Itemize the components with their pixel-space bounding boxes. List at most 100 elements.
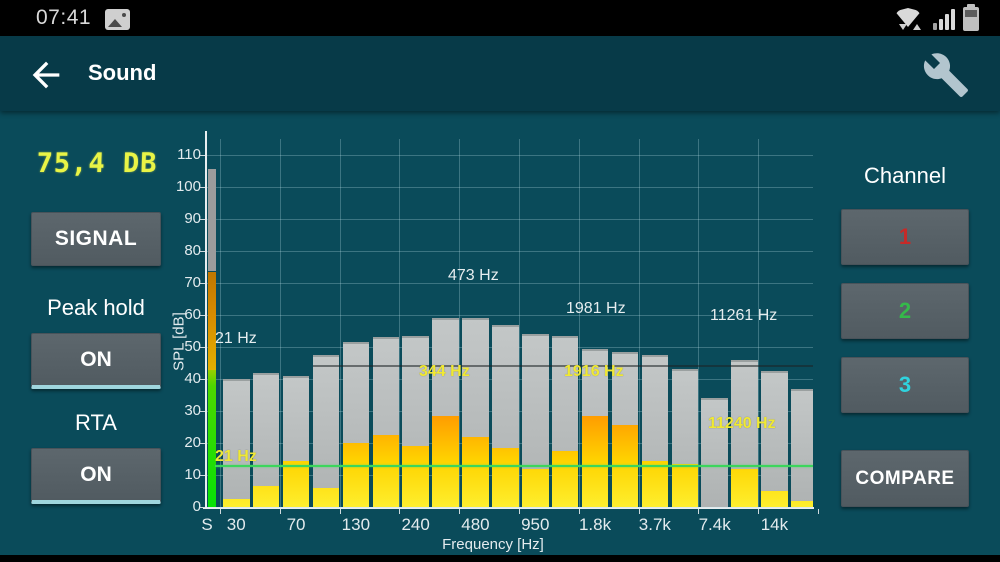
status-bar: 07:41 xyxy=(0,0,1000,36)
v-gridline xyxy=(698,139,700,508)
channel-1-number: 1 xyxy=(898,224,912,249)
current-freq-annotation: 21 Hz xyxy=(215,448,257,465)
y-tick-mark xyxy=(200,283,205,284)
spectrum-bar-peak xyxy=(252,373,280,507)
signal-button[interactable]: SIGNAL xyxy=(31,212,161,266)
y-tick-label: 80 xyxy=(184,242,201,259)
spectrum-bar-level xyxy=(731,469,758,507)
v-gridline xyxy=(279,139,281,508)
spectrum-bar-level xyxy=(462,437,489,507)
y-tick-label: 90 xyxy=(184,210,201,227)
spl-reading-display: 75,4 DB xyxy=(36,148,158,179)
spectrum-bar-level xyxy=(671,464,698,507)
y-tick-label: 100 xyxy=(175,178,201,195)
spectrum-bar-level xyxy=(641,461,669,507)
h-gridline xyxy=(207,507,813,508)
x-tick-label: 950 xyxy=(521,515,550,534)
spectrum-plot[interactable]: 21 Hz 473 Hz 1981 Hz 11261 Hz 21 Hz 344 Hz 191… xyxy=(207,131,813,508)
wifi-up-arrow-icon xyxy=(913,24,921,30)
compare-button[interactable]: COMPARE xyxy=(841,450,969,507)
y-tick-label: 20 xyxy=(184,434,201,451)
battery-icon xyxy=(963,4,979,31)
peak-hold-toggle[interactable]: ON xyxy=(31,333,161,389)
spectrum-bar-level xyxy=(432,416,459,507)
y-tick-label: 30 xyxy=(184,402,201,419)
channel-2-button[interactable]: 2 xyxy=(841,283,969,339)
h-gridline xyxy=(207,155,813,156)
back-arrow-icon[interactable] xyxy=(26,55,66,95)
spectrum-bar-peak xyxy=(312,355,340,507)
x-tick-mark xyxy=(279,509,281,514)
x-tick-mark xyxy=(519,509,520,514)
h-gridline xyxy=(207,283,813,284)
signal-meter-green xyxy=(208,369,216,508)
wifi-down-arrow-icon xyxy=(899,24,907,30)
h-gridline xyxy=(207,187,813,188)
y-tick-mark xyxy=(200,475,205,476)
y-tick-label: 10 xyxy=(184,466,201,483)
h-gridline xyxy=(207,251,813,252)
channel-label: Channel xyxy=(864,163,946,188)
wrench-icon[interactable] xyxy=(922,51,970,99)
x-tick-mark xyxy=(220,509,221,514)
y-tick-mark xyxy=(200,443,205,444)
y-tick-mark xyxy=(200,219,205,220)
app-bar: Sound xyxy=(0,36,1000,111)
channel-3-button[interactable]: 3 xyxy=(841,357,969,413)
v-gridline xyxy=(758,139,760,508)
y-tick-label: 50 xyxy=(184,338,201,355)
peak-freq-annotation: 1981 Hz xyxy=(566,300,626,317)
h-gridline xyxy=(207,315,813,316)
h-gridline xyxy=(207,219,813,220)
x-tick-mark xyxy=(638,509,640,514)
spectrum-bar-peak xyxy=(791,389,813,507)
v-gridline xyxy=(578,139,580,508)
y-tick-mark xyxy=(200,347,205,348)
spectrum-bar-peak xyxy=(761,371,788,507)
spectrum-bar-level xyxy=(342,443,370,507)
v-gridline xyxy=(459,139,461,508)
y-tick-label: 110 xyxy=(177,146,201,163)
y-tick-mark xyxy=(200,187,205,188)
x-axis-line xyxy=(203,507,814,509)
spectrum-bar-level xyxy=(551,451,579,507)
rta-toggle[interactable]: ON xyxy=(31,448,161,504)
x-tick-label: 7.4k xyxy=(698,515,731,534)
spectrum-bar-level xyxy=(252,486,280,507)
peak-freq-annotation: 11261 Hz xyxy=(710,307,778,324)
page-title: Sound xyxy=(88,60,157,85)
x-tick-label: S xyxy=(201,515,213,534)
x-tick-mark xyxy=(818,509,819,514)
y-axis-line xyxy=(205,131,207,509)
v-gridline xyxy=(399,139,401,508)
average-level-line xyxy=(313,364,813,367)
v-gridline xyxy=(220,139,221,508)
x-tick-mark xyxy=(758,509,760,514)
signal-meter-peak xyxy=(208,169,216,272)
wifi-icon xyxy=(893,8,923,30)
spectrum-bar-level xyxy=(761,491,788,507)
x-tick-mark xyxy=(578,509,580,514)
y-tick-mark xyxy=(200,155,205,156)
current-freq-annotation: 1916 Hz xyxy=(564,363,624,380)
v-gridline xyxy=(339,139,341,508)
x-tick-label: 480 xyxy=(461,515,490,534)
y-tick-mark xyxy=(200,379,205,380)
channel-2-number: 2 xyxy=(898,298,912,323)
spectrum-bar-level xyxy=(522,469,549,507)
spectrum-bar-level xyxy=(791,501,813,507)
current-freq-annotation: 11240 Hz xyxy=(708,415,776,432)
current-freq-annotation: 344 Hz xyxy=(419,363,470,380)
channel-3-number: 3 xyxy=(898,372,912,397)
peak-hold-label: Peak hold xyxy=(47,295,145,320)
y-tick-label: 40 xyxy=(184,370,201,387)
channel-1-button[interactable]: 1 xyxy=(841,209,969,265)
signal-meter-orange xyxy=(208,271,216,370)
y-tick-label: 60 xyxy=(184,306,201,323)
x-tick-mark xyxy=(459,509,461,514)
peak-freq-annotation: 473 Hz xyxy=(448,267,499,284)
spectrum-bar-level xyxy=(372,435,399,507)
y-tick-label: 70 xyxy=(184,274,201,291)
x-tick-label: 70 xyxy=(286,515,306,534)
